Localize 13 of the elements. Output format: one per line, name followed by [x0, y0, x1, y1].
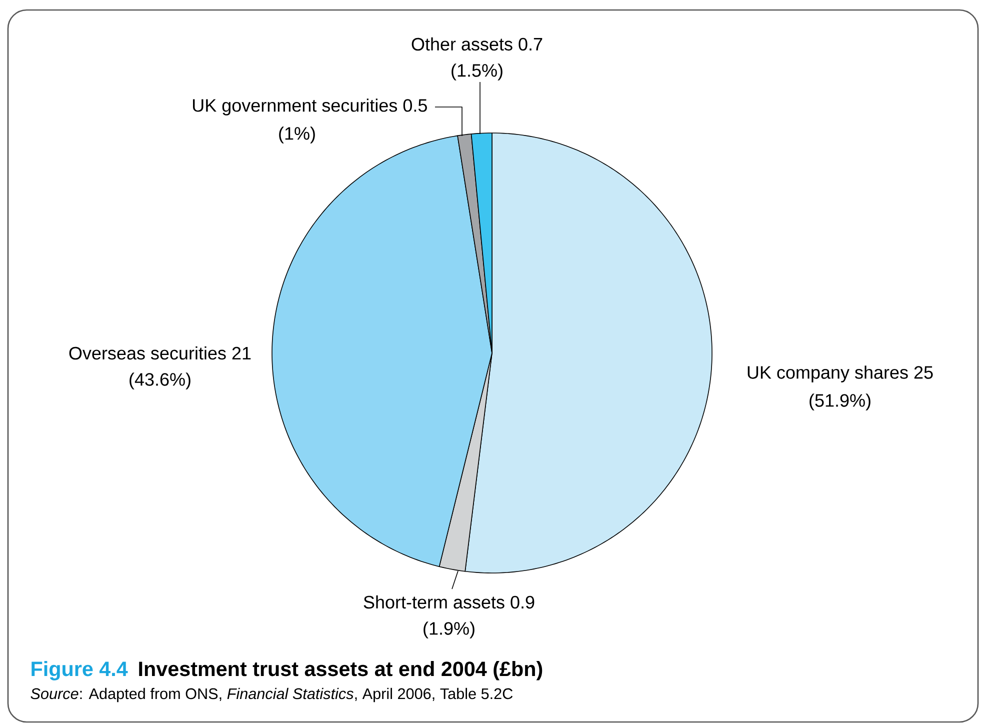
slice-label: Overseas securities 21	[69, 346, 251, 360]
text: Investment trust assets at end 2004 (£bn)	[139, 661, 542, 680]
slice-label: Other assets 0.7	[412, 37, 542, 51]
text: Source: Adapted from ONS, Financial Statistics, April 2006, Table 5.2C	[30, 688, 513, 702]
slice-label: Short-term assets 0.9	[364, 595, 534, 609]
slice-label: UK company shares 25	[748, 366, 933, 382]
data-label: (43.6%)	[130, 372, 190, 390]
data-label: (1.9%)	[424, 622, 474, 638]
data-label: (1%)	[279, 126, 315, 144]
slice-label: UK government securities 0.5	[193, 98, 427, 116]
caption: Figure 4.4	[32, 661, 128, 680]
data-label: (51.9%)	[810, 394, 870, 410]
data-label: (1.5%)	[452, 64, 502, 80]
